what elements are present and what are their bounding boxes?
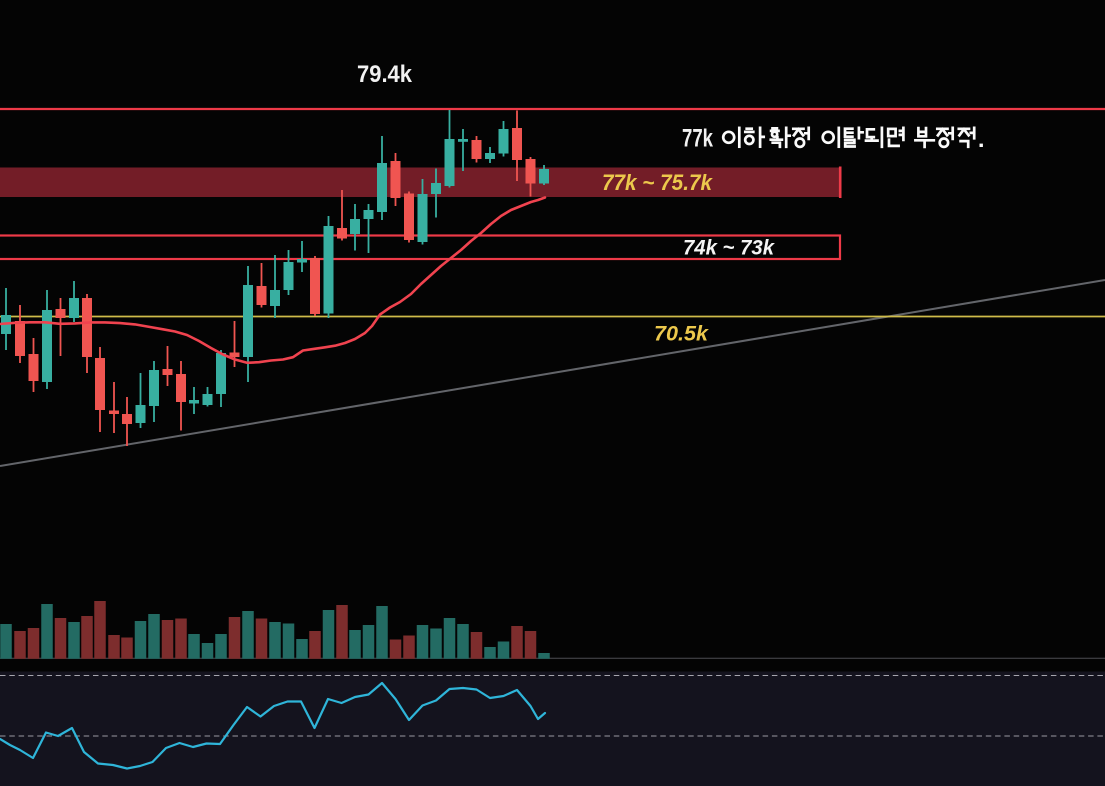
svg-text:77k ~ 75.7k: 77k ~ 75.7k (602, 170, 714, 195)
svg-text:74k ~ 73k: 74k ~ 73k (683, 237, 775, 260)
svg-text:79.4k: 79.4k (357, 61, 413, 88)
svg-text:70.5k: 70.5k (654, 323, 709, 346)
svg-text:77k: 77k (682, 125, 713, 153)
